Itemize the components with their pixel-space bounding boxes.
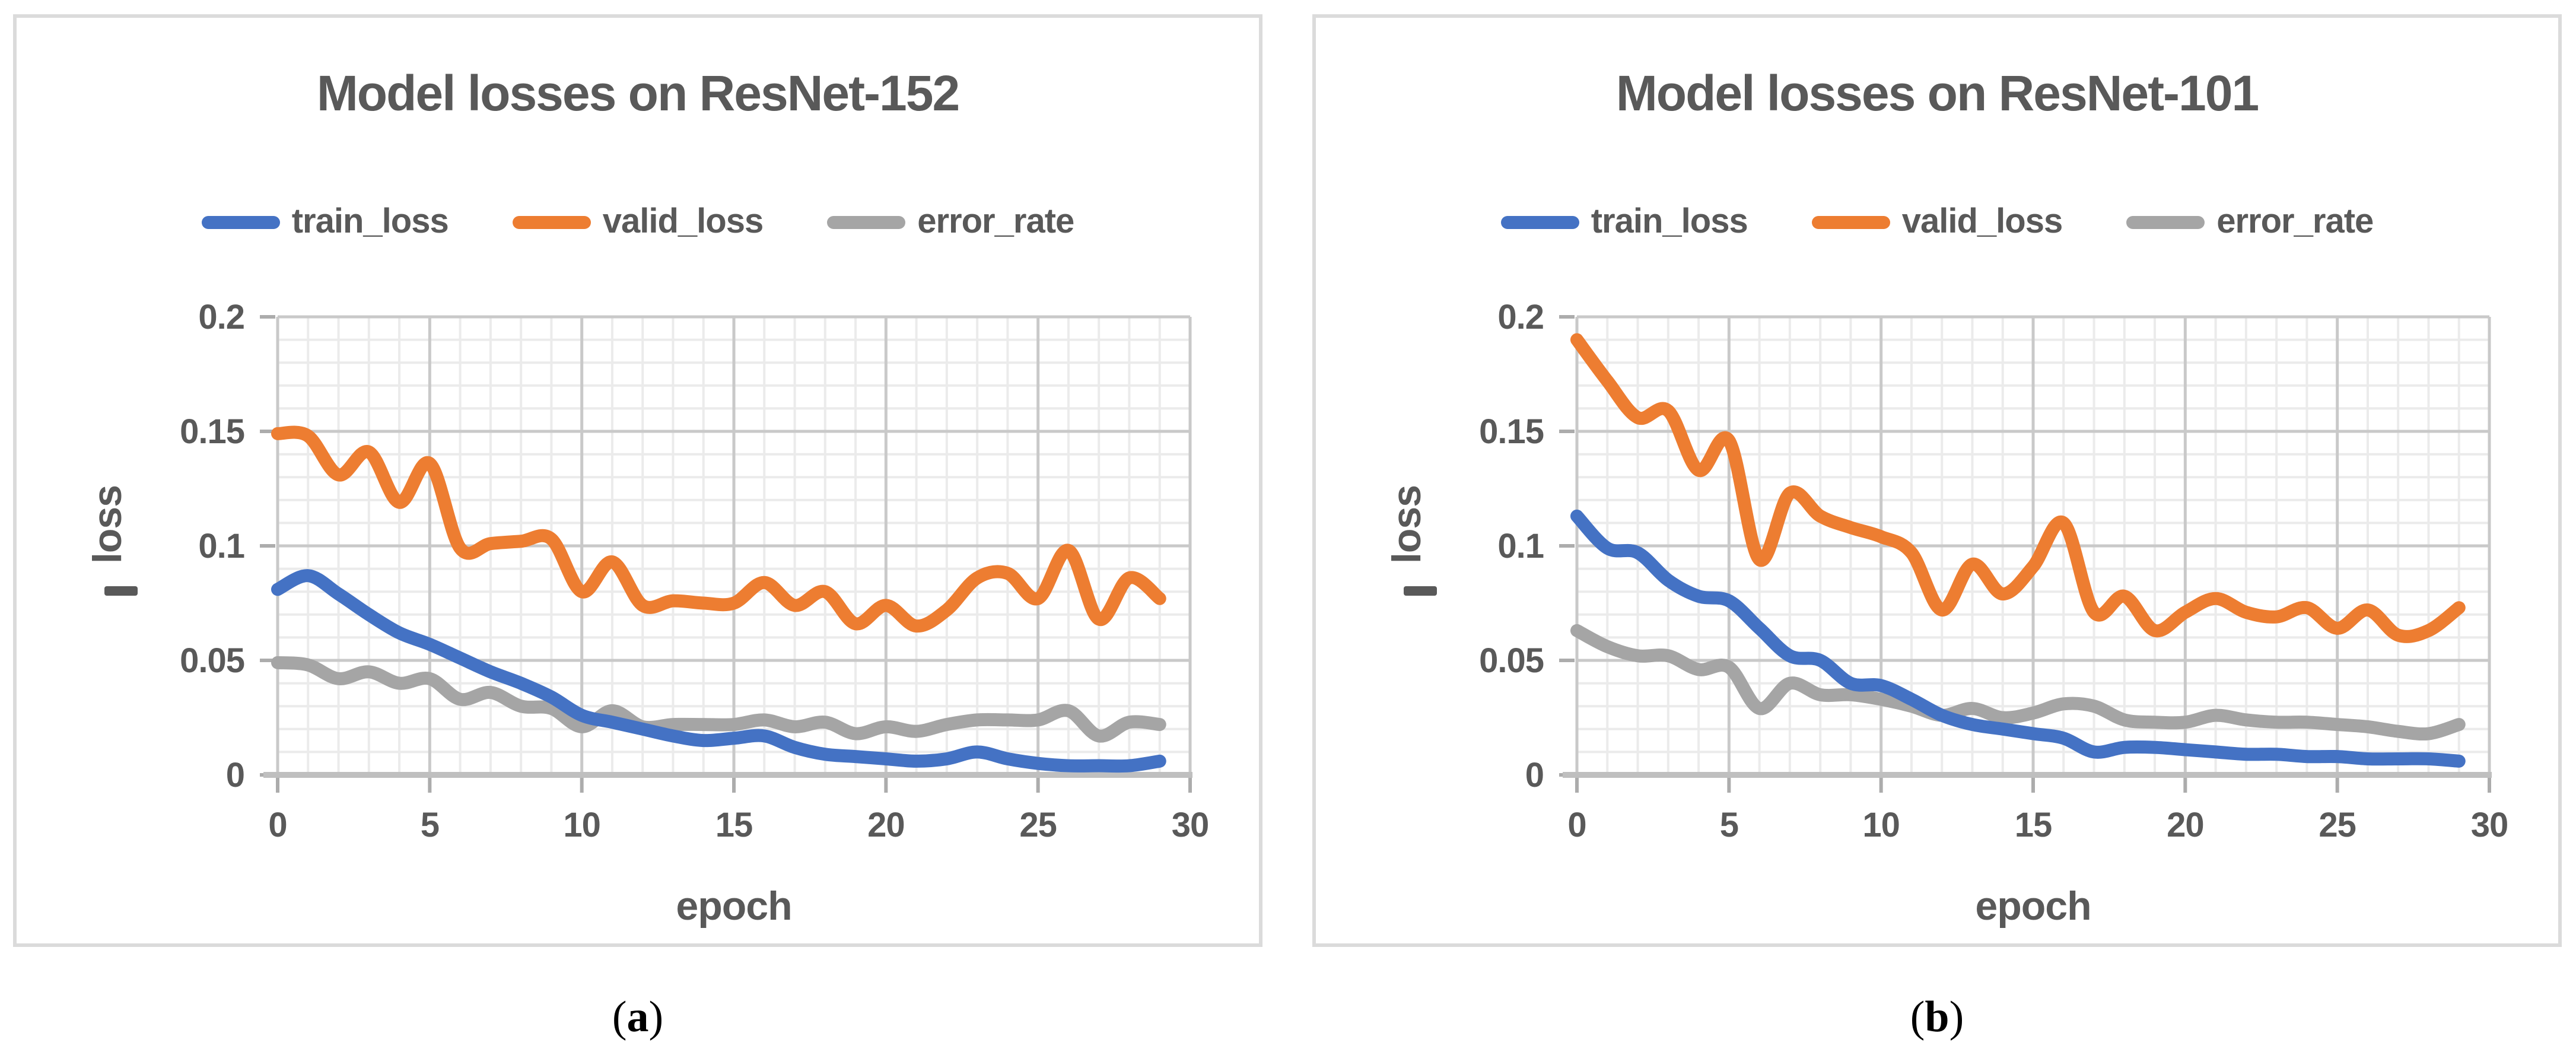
y-tick-label: 0.1 (1497, 527, 1544, 565)
valid-loss-line-swatch (1811, 216, 1890, 229)
y-tick-label: 0.05 (180, 641, 244, 680)
x-tick-label: 10 (563, 806, 600, 844)
legend-item-error-rate: error_rate (2126, 203, 2374, 241)
legend-label-error-rate: error_rate (2216, 203, 2374, 241)
line-chart-resnet101: 0 5 10 15 20 25 30 0 0.05 0.1 0.15 0.2 epoch loss (1384, 298, 2508, 929)
legend-item-error-rate: error_rate (827, 205, 1074, 240)
x-tick-label: 5 (1720, 806, 1738, 844)
series-line-valid_loss (1570, 333, 2466, 643)
legend-item-valid-loss: valid_loss (1811, 203, 2063, 241)
y-tick-label: 0.15 (180, 412, 244, 451)
x-tick-label: 0 (268, 806, 287, 844)
x-axis-title: epoch (676, 883, 791, 929)
x-tick-label: 15 (2015, 806, 2052, 844)
legend-label-error-rate: error_rate (917, 203, 1074, 241)
error-rate-line-swatch (2126, 216, 2205, 229)
chart-panel-resnet152: Model losses on ResNet-152 train_loss va… (13, 14, 1262, 947)
legend-label-valid-loss: valid_loss (602, 203, 764, 241)
caption-a-close: ) (648, 993, 664, 1042)
axis-ticks (260, 315, 1192, 793)
major-gridlines (1575, 315, 2491, 775)
legend-item-train-loss: train_loss (1500, 203, 1748, 241)
train-loss-line-swatch (1500, 216, 1579, 229)
y-tick-label: 0 (1525, 756, 1544, 794)
series-line-valid_loss (271, 425, 1166, 633)
x-tick-label: 20 (2167, 806, 2204, 844)
y-tick-label: 0.05 (1479, 641, 1544, 680)
caption-b: (b) (1312, 992, 2562, 1043)
series-line-train_loss (271, 569, 1166, 773)
major-gridlines (276, 315, 1192, 775)
y-tick-label: 0.2 (198, 298, 244, 336)
caption-b-letter: b (1925, 993, 1950, 1042)
caption-a: (a) (13, 992, 1262, 1043)
y-axis-title-underline (104, 586, 138, 596)
x-tick-label: 25 (1019, 806, 1057, 844)
series-line-train_loss (1570, 509, 2466, 768)
y-axis-title: loss (85, 485, 130, 564)
x-tick-label: 5 (421, 806, 439, 844)
x-tick-label: 20 (867, 806, 905, 844)
y-axis-title: loss (1384, 485, 1429, 564)
chart-title-resnet152: Model losses on ResNet-152 (316, 65, 960, 121)
y-axis-title-underline (1404, 586, 1437, 596)
caption-b-close: ) (1949, 993, 1964, 1042)
caption-a-open: ( (612, 993, 627, 1042)
axis-ticks (1559, 315, 2491, 793)
legend-resnet152: train_loss valid_loss error_rate (17, 205, 1259, 240)
x-tick-label: 10 (1862, 806, 1900, 844)
series-group (1570, 333, 2466, 768)
legend-label-train-loss: train_loss (291, 203, 449, 241)
legend-label-valid-loss: valid_loss (1901, 203, 2063, 241)
error-rate-line-swatch (827, 216, 906, 229)
y-tick-label: 0.15 (1479, 412, 1544, 451)
x-tick-label: 25 (2319, 806, 2356, 844)
chart-panel-resnet101: Model losses on ResNet-101 train_loss va… (1312, 14, 2562, 947)
valid-loss-line-swatch (512, 216, 591, 229)
x-tick-label: 30 (2471, 806, 2508, 844)
x-axis-title: epoch (1975, 883, 2091, 929)
caption-a-letter: a (626, 993, 649, 1042)
series-line-error_rate (1570, 624, 2466, 741)
series-group (271, 425, 1166, 773)
y-tick-label: 0.2 (1497, 298, 1544, 336)
x-tick-label: 30 (1172, 806, 1209, 844)
y-tick-label: 0 (226, 756, 244, 794)
legend-label-train-loss: train_loss (1591, 203, 1748, 241)
legend-item-train-loss: train_loss (201, 203, 449, 241)
series-line-error_rate (271, 656, 1166, 743)
legend-resnet101: train_loss valid_loss error_rate (1316, 205, 2558, 240)
legend-item-valid-loss: valid_loss (512, 203, 764, 241)
train-loss-line-swatch (201, 216, 280, 229)
y-tick-label: 0.1 (198, 527, 244, 565)
caption-b-open: ( (1910, 993, 1925, 1042)
line-chart-resnet152: 0 5 10 15 20 25 30 0 0.05 0.1 0.15 0.2 epoch loss (85, 298, 1209, 929)
x-tick-label: 15 (715, 806, 753, 844)
chart-title-resnet101: Model losses on ResNet-101 (1615, 65, 2259, 121)
x-tick-label: 0 (1567, 806, 1586, 844)
